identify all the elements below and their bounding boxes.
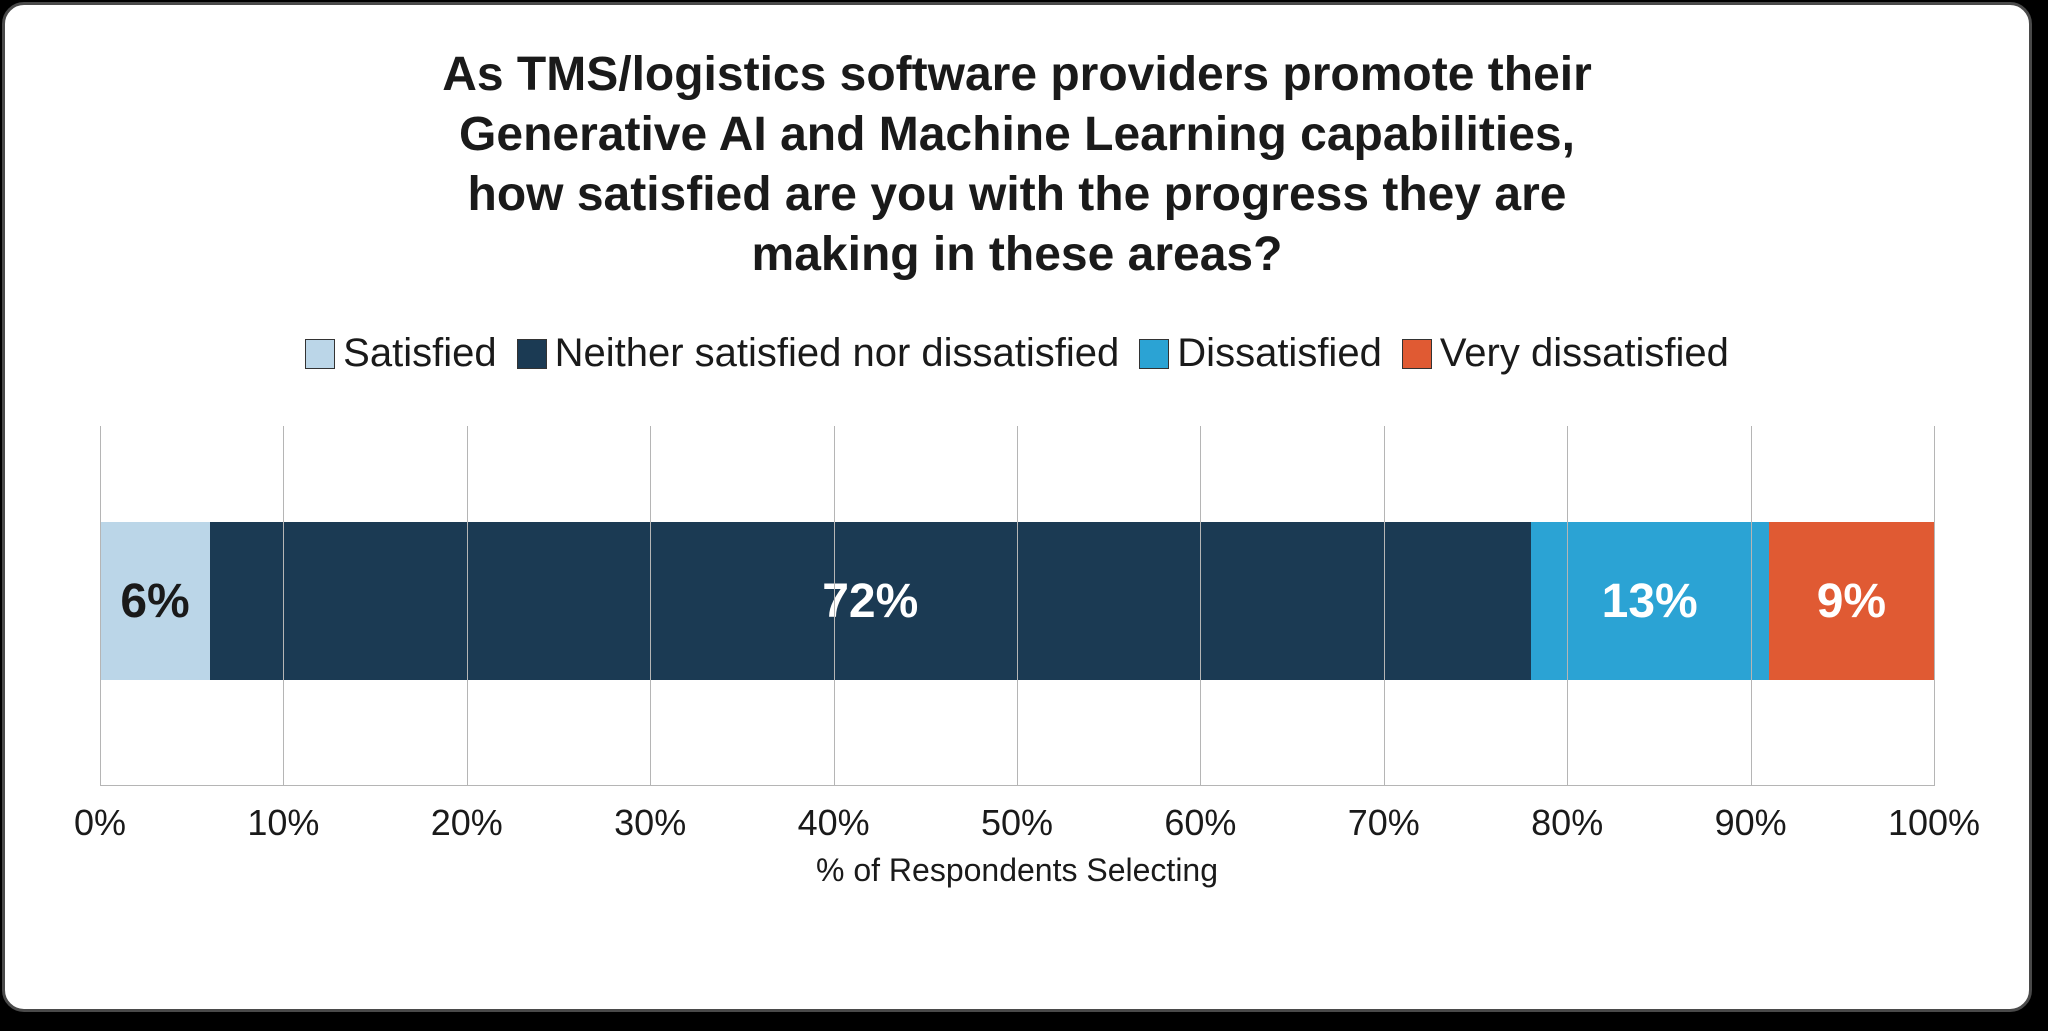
legend-item-satisfied: Satisfied <box>305 331 496 376</box>
legend-label: Satisfied <box>343 331 496 376</box>
gridline <box>1567 426 1568 786</box>
x-tick-label: 0% <box>74 802 126 844</box>
x-tick-label: 20% <box>431 802 503 844</box>
x-tick-label: 100% <box>1888 802 1980 844</box>
gridline <box>100 426 101 786</box>
title-line: As TMS/logistics software providers prom… <box>35 45 1999 105</box>
gridline <box>1200 426 1201 786</box>
chart-title: As TMS/logistics software providers prom… <box>35 45 1999 285</box>
x-tick-label: 70% <box>1348 802 1420 844</box>
x-axis-title: % of Respondents Selecting <box>35 852 1999 889</box>
legend-item-very-dissatisfied: Very dissatisfied <box>1402 331 1729 376</box>
x-tick-label: 50% <box>981 802 1053 844</box>
title-line: Generative AI and Machine Learning capab… <box>35 105 1999 165</box>
plot-area: 6% 72% 13% 9% <box>100 426 1934 786</box>
segment-very-dissatisfied: 9% <box>1769 522 1934 680</box>
gridline <box>1384 426 1385 786</box>
legend-label: Neither satisfied nor dissatisfied <box>555 331 1120 376</box>
title-line: making in these areas? <box>35 225 1999 285</box>
legend-swatch <box>305 339 335 369</box>
segment-neutral: 72% <box>210 522 1530 680</box>
x-tick-label: 80% <box>1531 802 1603 844</box>
gridline <box>650 426 651 786</box>
legend-item-neutral: Neither satisfied nor dissatisfied <box>517 331 1120 376</box>
title-line: how satisfied are you with the progress … <box>35 165 1999 225</box>
gridline <box>283 426 284 786</box>
x-tick-label: 30% <box>614 802 686 844</box>
segment-satisfied: 6% <box>100 522 210 680</box>
legend-label: Dissatisfied <box>1177 331 1382 376</box>
gridline <box>1751 426 1752 786</box>
segment-value: 6% <box>120 574 189 629</box>
segment-value: 72% <box>822 574 918 629</box>
chart-card: As TMS/logistics software providers prom… <box>2 2 2032 1012</box>
segment-value: 13% <box>1602 574 1698 629</box>
x-tick-label: 40% <box>798 802 870 844</box>
legend-swatch <box>1402 339 1432 369</box>
legend-item-dissatisfied: Dissatisfied <box>1139 331 1382 376</box>
x-tick-label: 10% <box>247 802 319 844</box>
gridline <box>467 426 468 786</box>
legend: Satisfied Neither satisfied nor dissatis… <box>35 331 1999 376</box>
legend-label: Very dissatisfied <box>1440 331 1729 376</box>
x-tick-label: 60% <box>1164 802 1236 844</box>
segment-value: 9% <box>1817 574 1886 629</box>
x-tick-label: 90% <box>1715 802 1787 844</box>
x-axis-ticks: 0%10%20%30%40%50%60%70%80%90%100% <box>100 802 1934 846</box>
gridline <box>834 426 835 786</box>
legend-swatch <box>517 339 547 369</box>
gridline <box>1017 426 1018 786</box>
gridline <box>1934 426 1935 786</box>
legend-swatch <box>1139 339 1169 369</box>
